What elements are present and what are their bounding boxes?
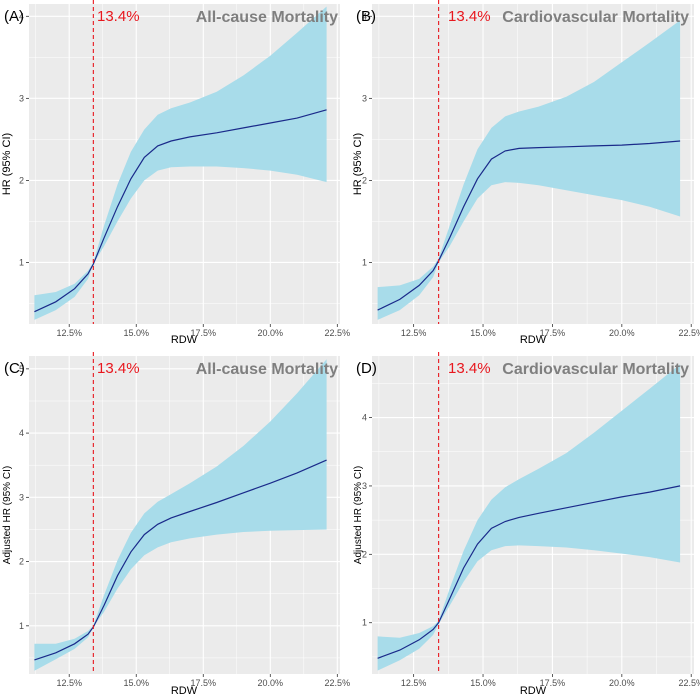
y-tick-label: 1 — [362, 257, 367, 267]
x-axis-label: RDW — [171, 334, 198, 346]
panel-c: 12.5% 15.0% 17.5% 20.0% 22.5% 1 2 3 4 5 (C) 13.4%… — [2, 352, 350, 697]
x-tick-label: 20.0% — [609, 678, 635, 688]
y-axis-label: HR (95% CI) — [1, 133, 13, 195]
x-tick-label: 12.5% — [401, 678, 427, 688]
y-tick-label: 3 — [19, 93, 24, 103]
x-tick-label: 15.0% — [123, 678, 149, 688]
hr-line — [377, 140, 681, 311]
panel-label: (B) — [356, 8, 376, 25]
panel-label: (A) — [4, 8, 24, 25]
y-tick-label: 3 — [362, 93, 367, 103]
y-tick-label: 4 — [362, 413, 367, 423]
x-tick-label: 12.5% — [56, 328, 82, 338]
x-tick-label: 12.5% — [56, 678, 82, 688]
x-tick-label: 12.5% — [401, 328, 427, 338]
x-tick-label: 15.0% — [470, 678, 496, 688]
y-tick-label: 2 — [362, 549, 367, 559]
y-tick-label: 4 — [362, 11, 367, 21]
x-tick-label: 22.5% — [678, 678, 700, 688]
y-axis-label: Adjusted HR (95% CI) — [2, 466, 13, 564]
confidence-band — [34, 6, 327, 320]
hr-line — [34, 459, 327, 661]
y-tick-label: 2 — [19, 557, 24, 567]
cutoff-label: 13.4% — [448, 8, 491, 25]
y-tick-label: 1 — [19, 621, 24, 631]
y-tick-label: 3 — [362, 481, 367, 491]
x-tick-label: 15.0% — [470, 328, 496, 338]
x-tick-label: 20.0% — [258, 328, 284, 338]
chart-title: All-cause Mortality — [196, 9, 338, 26]
panel-label: (D) — [356, 360, 377, 377]
x-tick-label: 17.5% — [191, 328, 217, 338]
x-axis-label: RDW — [520, 685, 547, 697]
y-tick-label: 2 — [19, 175, 24, 185]
x-tick-label: 17.5% — [540, 328, 566, 338]
y-axis-label: Adjusted HR (95% CI) — [353, 466, 364, 564]
cutoff-label: 13.4% — [97, 8, 140, 25]
hr-line — [34, 109, 327, 313]
y-tick-label: 4 — [19, 11, 24, 21]
x-tick-label: 15.0% — [123, 328, 149, 338]
y-tick-label: 1 — [19, 257, 24, 267]
x-tick-label: 20.0% — [609, 328, 635, 338]
y-tick-label: 5 — [19, 364, 24, 374]
y-tick-label: 3 — [19, 492, 24, 502]
confidence-band — [377, 20, 681, 320]
cutoff-label: 13.4% — [97, 360, 140, 377]
x-tick-label: 22.5% — [325, 328, 351, 338]
panel-label: (C) — [4, 360, 25, 377]
chart-title: All-cause Mortality — [196, 361, 338, 378]
x-tick-label: 17.5% — [191, 678, 217, 688]
x-axis-label: RDW — [171, 685, 198, 697]
y-axis-label: HR (95% CI) — [352, 133, 364, 195]
x-tick-label: 20.0% — [258, 678, 284, 688]
hr-line — [377, 485, 681, 659]
y-tick-label: 4 — [19, 428, 24, 438]
cutoff-label: 13.4% — [448, 360, 491, 377]
chart-title: Cardiovascular Mortality — [502, 361, 689, 378]
x-axis-label: RDW — [520, 334, 547, 346]
x-tick-label: 17.5% — [540, 678, 566, 688]
confidence-band — [377, 364, 681, 671]
y-tick-label: 2 — [362, 175, 367, 185]
x-tick-label: 22.5% — [678, 328, 700, 338]
y-tick-label: 1 — [362, 618, 367, 628]
chart-title: Cardiovascular Mortality — [502, 9, 689, 26]
x-tick-label: 22.5% — [325, 678, 351, 688]
